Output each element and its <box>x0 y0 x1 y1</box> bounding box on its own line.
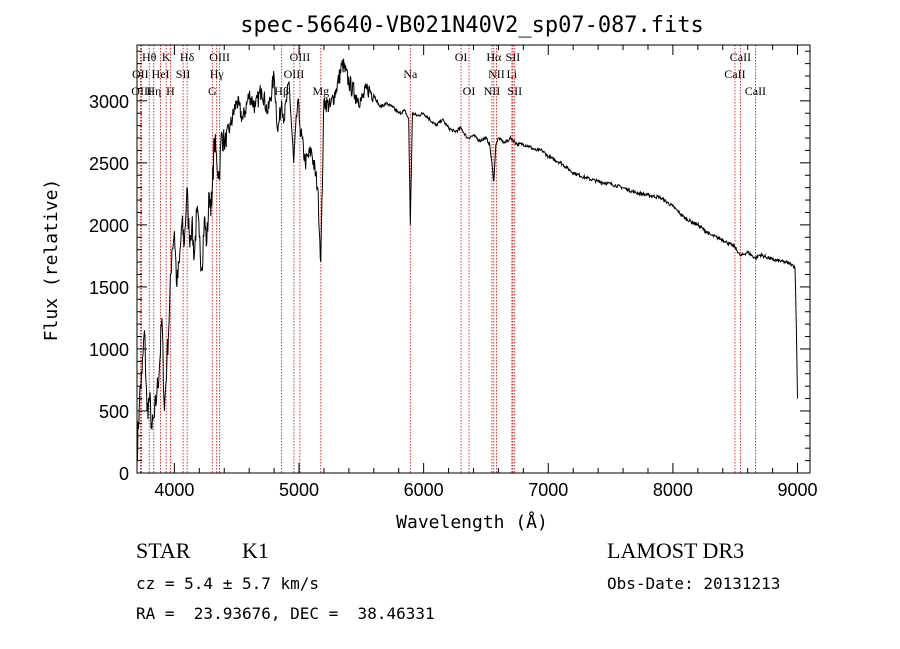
marker-label-h: H <box>166 84 175 98</box>
marker-label-mg: Mg <box>312 84 329 98</box>
x-tick-label-8000: 8000 <box>653 480 693 500</box>
x-tick-label-5000: 5000 <box>279 480 319 500</box>
marker-label-sii: SII <box>176 67 191 81</box>
object-class: STAR <box>136 538 191 563</box>
marker-label-caii: CaII <box>745 84 766 98</box>
plot-frame <box>136 44 811 474</box>
x-tick-label-9000: 9000 <box>778 480 818 500</box>
subclass: K1 <box>242 538 269 563</box>
marker-label-caii: CaII <box>724 67 745 81</box>
marker-label-hei: HeI <box>152 67 170 81</box>
marker-label-caii: CaII <box>730 50 751 64</box>
y-tick-label-1500: 1500 <box>89 278 129 298</box>
y-tick-label-0: 0 <box>119 464 129 484</box>
marker-label-hβ: Hβ <box>274 84 289 98</box>
y-tick-label-3000: 3000 <box>89 92 129 112</box>
x-axis-label: Wavelength (Å) <box>396 511 548 533</box>
x-tick-label-7000: 7000 <box>528 480 568 500</box>
survey-name: LAMOST DR3 <box>607 538 745 563</box>
marker-label-hγ: Hγ <box>210 67 225 81</box>
marker-label-sii: SII <box>506 50 521 64</box>
chart-title: spec-56640-VB021N40V2_sp07-087.fits <box>240 13 704 38</box>
marker-label-hα: Hα <box>486 50 502 64</box>
y-tick-label-1000: 1000 <box>89 340 129 360</box>
y-tick-label-500: 500 <box>99 402 129 422</box>
marker-label-oiii: OIII <box>209 50 230 64</box>
coordinates: RA = 23.93676, DEC = 38.46331 <box>136 604 435 623</box>
spectrum-line <box>136 58 798 462</box>
x-tick-label-6000: 6000 <box>404 480 444 500</box>
redshift-cz: cz = 5.4 ± 5.7 km/s <box>136 574 320 593</box>
x-axis: 4000 5000 6000 7000 8000 9000 <box>154 45 818 500</box>
marker-label-oi: OI <box>455 50 468 64</box>
marker-label-nii: NII <box>484 84 501 98</box>
obs-date: Obs-Date: 20131213 <box>607 574 781 593</box>
y-tick-label-2000: 2000 <box>89 216 129 236</box>
marker-label-hη: Hη <box>146 84 161 98</box>
marker-label-hθ: Hθ <box>142 50 157 64</box>
marker-label-oiii: OIII <box>131 84 152 98</box>
marker-label-oiii: OIII <box>290 50 311 64</box>
marker-label-k: K <box>162 50 171 64</box>
marker-label-na: Na <box>403 67 418 81</box>
y-axis: 0 500 1000 1500 2000 2500 3000 <box>89 50 810 484</box>
marker-label-oii: OII <box>132 67 149 81</box>
marker-label-g: G <box>208 84 217 98</box>
marker-label-oiii: OIII <box>284 67 305 81</box>
y-axis-label: Flux (relative) <box>41 179 62 342</box>
marker-label-hδ: Hδ <box>180 50 195 64</box>
y-tick-label-2500: 2500 <box>89 154 129 174</box>
x-tick-label-4000: 4000 <box>154 480 194 500</box>
marker-label-nii: NII <box>488 67 505 81</box>
marker-label-oi: OI <box>463 84 476 98</box>
marker-label-sii: SII <box>507 84 522 98</box>
marker-label-li: Li <box>507 67 518 81</box>
